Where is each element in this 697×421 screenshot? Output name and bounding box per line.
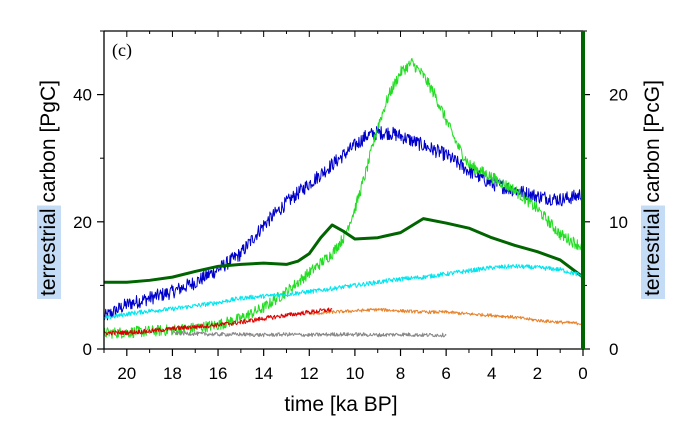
x-tick-label: 14 — [254, 364, 273, 383]
panel-label: (c) — [112, 40, 132, 61]
x-tick-label: 2 — [533, 364, 542, 383]
x-tick-label: 4 — [487, 364, 496, 383]
x-tick-label: 18 — [163, 364, 182, 383]
x-axis-title: time [ka BP] — [284, 393, 397, 416]
y-left-tick-label: 20 — [73, 213, 92, 232]
y-axis-title-right: terrestrial carbon [PcG] — [641, 80, 664, 296]
series-layer — [103, 57, 584, 339]
y-left-tick-label: 40 — [73, 86, 92, 105]
x-tick-label: 10 — [345, 364, 364, 383]
x-tick-label: 6 — [441, 364, 450, 383]
x-tick-label: 16 — [209, 364, 228, 383]
y-axis-title-left-rest: carbon [PgC] — [37, 80, 60, 208]
series-line-2 — [103, 57, 584, 339]
y-right-tick-label: 20 — [609, 86, 628, 105]
y-right-tick-label: 0 — [609, 340, 618, 359]
series-line-7 — [171, 330, 447, 338]
frame-layer — [103, 30, 585, 350]
y-axis-title-right-rest: carbon [PcG] — [641, 80, 664, 208]
x-tick-label: 0 — [578, 364, 587, 383]
series-line-6 — [103, 307, 333, 336]
x-tick-label: 8 — [396, 364, 405, 383]
series-line-5 — [308, 307, 584, 326]
series-line-4 — [103, 263, 584, 320]
y-left-tick-label: 0 — [83, 340, 92, 359]
y-axis-title-left-highlight — [37, 205, 61, 299]
y-axis-title-left-group: terrestrial carbon [PgC] — [37, 80, 61, 299]
y-axis-title-left-highlighted-word: terrestrial — [37, 208, 60, 296]
x-tick-label: 12 — [300, 364, 319, 383]
y-axis-title-right-group: terrestrial carbon [PcG] — [641, 80, 665, 299]
series-line-3 — [104, 217, 584, 284]
y-axis-title-left: terrestrial carbon [PgC] — [37, 80, 60, 296]
series-line-1 — [103, 126, 584, 321]
y-axis-title-right-highlighted-word: terrestrial — [641, 208, 664, 296]
y-right-tick-label: 10 — [609, 213, 628, 232]
x-tick-label: 20 — [117, 364, 136, 383]
y-axis-title-right-highlight — [641, 205, 665, 299]
